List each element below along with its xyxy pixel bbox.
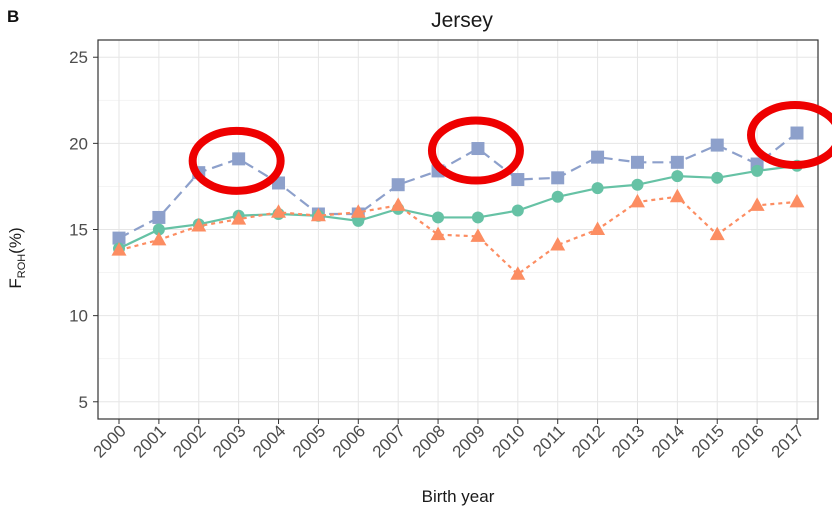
x-tick-label: 2012 [568, 421, 608, 461]
data-point-square [591, 150, 605, 164]
data-point-square [790, 126, 804, 140]
data-point-triangle [151, 231, 167, 246]
data-point-square [670, 155, 684, 169]
data-point-square [551, 171, 565, 185]
data-point-triangle [191, 218, 207, 232]
data-point-circle [751, 164, 764, 177]
grid [98, 40, 818, 419]
highlight-ellipse [747, 101, 832, 170]
x-axis-label: Birth year [422, 487, 495, 506]
data-point-circle [591, 182, 604, 195]
data-point-square [511, 173, 525, 187]
highlight-layer [188, 101, 832, 195]
y-tick-label: 5 [79, 393, 88, 412]
data-point-triangle [749, 197, 765, 211]
series-layer [111, 126, 805, 280]
x-tick-label: 2001 [130, 421, 170, 461]
x-tick-label: 2007 [369, 421, 409, 461]
data-point-circle [511, 204, 524, 217]
data-point-square [471, 142, 485, 156]
panel-letter: B [7, 7, 19, 26]
y-tick-label: 10 [69, 307, 88, 326]
x-tick-label: 2000 [90, 421, 130, 461]
data-point-square [391, 178, 405, 192]
data-point-triangle [709, 226, 725, 241]
data-point-circle [551, 190, 564, 203]
data-point-triangle [271, 204, 287, 218]
x-tick-label: 2013 [608, 421, 648, 461]
data-point-circle [671, 170, 684, 183]
y-axis-label-sub: ROH [16, 254, 28, 279]
x-tick-label: 2015 [688, 421, 728, 461]
chart-title: Jersey [431, 9, 493, 32]
data-point-triangle [629, 193, 645, 208]
x-tick-label: 2008 [409, 421, 449, 461]
data-point-triangle [111, 242, 127, 256]
x-tick-label: 2009 [449, 421, 489, 461]
series-line [118, 164, 798, 250]
x-tick-label: 2003 [209, 421, 249, 461]
x-tick-label: 2014 [648, 421, 688, 461]
x-tick-label: 2005 [289, 421, 329, 461]
data-point-triangle [470, 228, 486, 242]
data-point-triangle [669, 188, 685, 203]
x-tick-label: 2002 [169, 421, 209, 461]
data-point-circle [471, 211, 484, 224]
data-point-circle [432, 211, 445, 224]
y-tick-label: 25 [69, 48, 88, 67]
data-point-triangle [789, 193, 805, 208]
y-tick-label: 20 [69, 134, 88, 153]
y-tick-label: 15 [69, 221, 88, 240]
y-axis-label: FROH(%) [6, 227, 28, 288]
x-tick-label: 2011 [529, 421, 568, 460]
data-point-square [232, 152, 246, 166]
data-point-circle [711, 171, 724, 184]
data-point-square [630, 155, 644, 169]
data-point-triangle [310, 207, 326, 222]
x-tick-label: 2017 [768, 421, 808, 461]
data-point-square [152, 210, 166, 224]
x-tick-label: 2006 [329, 421, 369, 461]
data-point-circle [352, 214, 365, 227]
data-point-triangle [430, 226, 446, 241]
x-tick-label: 2010 [488, 421, 528, 461]
series-line [118, 132, 798, 240]
series-line [118, 195, 798, 276]
data-point-triangle [590, 221, 606, 235]
series-triangle [111, 188, 805, 280]
data-point-circle [631, 178, 644, 191]
data-point-triangle [231, 211, 247, 225]
y-axis-label-main: F [6, 278, 25, 288]
data-point-triangle [390, 197, 406, 211]
highlight-ellipse [188, 126, 285, 195]
data-point-triangle [350, 204, 366, 218]
data-point-circle [152, 223, 165, 236]
data-point-triangle [550, 237, 566, 251]
y-axis-label-tail: (%) [6, 227, 25, 253]
data-point-square [710, 138, 724, 152]
highlight-ellipse [427, 116, 524, 185]
x-tick-label: 2016 [728, 421, 768, 461]
data-point-triangle [510, 266, 526, 280]
data-point-square [112, 231, 126, 245]
x-tick-label: 2004 [249, 421, 289, 461]
